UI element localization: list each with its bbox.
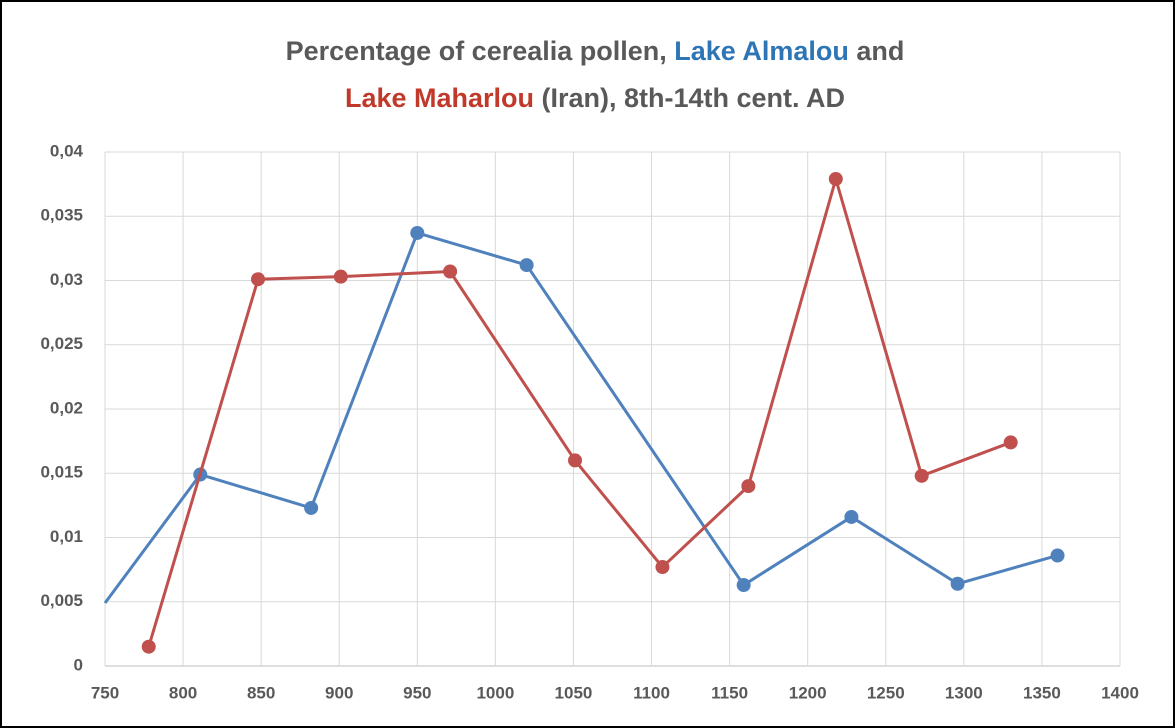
y-tick-label: 0,005 [40, 591, 83, 610]
x-tick-label: 1050 [555, 683, 593, 702]
x-tick-label: 1150 [711, 683, 748, 702]
data-point [141, 639, 156, 654]
title-segment: Lake Maharlou [345, 83, 534, 113]
x-tick-label: 750 [91, 683, 119, 702]
x-tick-label: 900 [325, 683, 353, 702]
y-tick-label: 0,015 [40, 463, 83, 482]
y-tick-label: 0,035 [40, 206, 83, 225]
data-point [914, 468, 929, 483]
data-point [410, 225, 425, 240]
chart-title: Percentage of cerealia pollen, Lake Alma… [286, 36, 905, 66]
data-point [251, 272, 266, 287]
data-point [443, 264, 458, 279]
title-segment: (Iran), 8th-14th cent. AD [534, 83, 845, 113]
data-point [519, 258, 534, 273]
data-point [304, 500, 319, 515]
x-tick-label: 1400 [1101, 683, 1139, 702]
data-point [828, 171, 843, 186]
y-tick-label: 0,01 [50, 527, 83, 546]
data-point [741, 479, 756, 494]
title-segment: and [849, 36, 905, 66]
x-tick-label: 950 [403, 683, 431, 702]
series-line [147, 177, 1012, 648]
x-tick-label: 800 [169, 683, 197, 702]
x-tick-label: 850 [247, 683, 275, 702]
x-tick-label: 1000 [476, 683, 514, 702]
x-tick-label: 1100 [633, 683, 670, 702]
x-tick-label: 1200 [789, 683, 827, 702]
data-point [950, 576, 965, 591]
data-point [1003, 435, 1018, 450]
data-point [1050, 548, 1065, 563]
y-tick-label: 0,04 [50, 141, 84, 160]
title-segment: Lake Almalou [674, 36, 849, 66]
data-point [333, 269, 348, 284]
x-tick-label: 1300 [945, 683, 983, 702]
y-tick-label: 0,02 [50, 398, 83, 417]
y-tick-label: 0 [74, 655, 83, 674]
title-segment: Percentage of cerealia pollen, [286, 36, 675, 66]
y-tick-label: 0,025 [40, 334, 83, 353]
x-tick-label: 1350 [1023, 683, 1061, 702]
data-point [655, 560, 670, 575]
chart-title: Lake Maharlou (Iran), 8th-14th cent. AD [345, 83, 845, 113]
data-point [736, 578, 751, 593]
data-point [844, 509, 859, 524]
data-point [568, 453, 583, 468]
x-tick-label: 1250 [867, 683, 905, 702]
y-tick-label: 0,03 [50, 270, 83, 289]
